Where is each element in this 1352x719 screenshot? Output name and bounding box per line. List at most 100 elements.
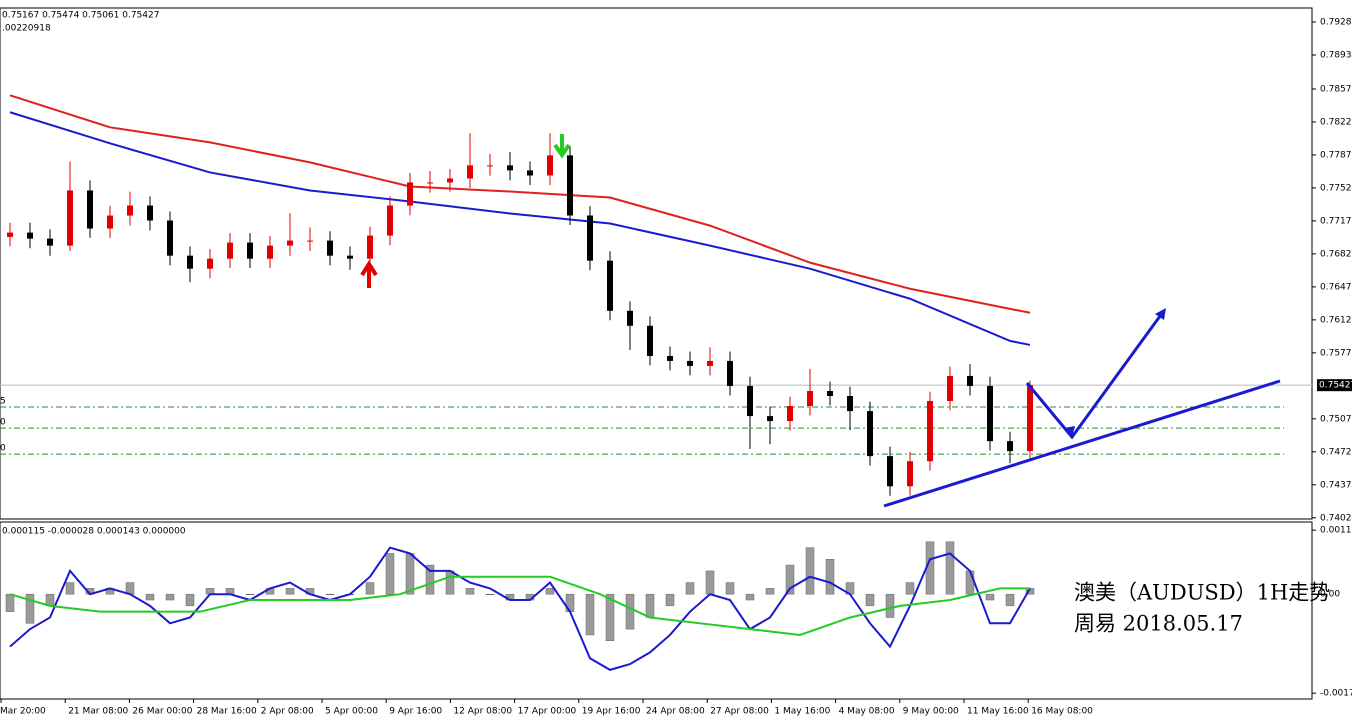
x-tick-label: Mar 20:00	[0, 707, 46, 717]
buy-arrow	[360, 260, 378, 288]
macd-bar	[885, 593, 895, 618]
candle-body	[227, 242, 233, 259]
candle-body	[667, 355, 673, 361]
candle-body	[447, 178, 453, 183]
x-tick-label: 9 Apr 16:00	[389, 707, 442, 717]
candle-body	[1027, 385, 1033, 452]
x-tick-label: 11 May 16:00	[967, 707, 1029, 717]
macd-bar	[385, 553, 395, 595]
candle-body	[847, 396, 853, 412]
trend-line	[883, 379, 1281, 508]
x-tick-label: 24 Apr 08:00	[646, 707, 705, 717]
x-tick-label: 17 Apr 00:00	[518, 707, 577, 717]
macd-bar	[905, 582, 915, 595]
macd-bar	[185, 593, 195, 607]
x-tick-label: 9 May 00:00	[903, 707, 959, 717]
sell-arrow	[553, 134, 571, 159]
candle-body	[1007, 441, 1013, 452]
candle-body	[347, 255, 353, 259]
moving-average	[9, 111, 1031, 346]
macd-bar	[145, 593, 155, 601]
macd-header: 0.000115 -0.000028 0.000143 0.000000	[2, 527, 186, 537]
fib-label: 0	[0, 444, 6, 454]
macd-bar	[465, 588, 475, 595]
candle-body	[567, 155, 573, 216]
macd-bar	[5, 593, 15, 612]
macd-bar	[445, 570, 455, 595]
main-frame	[0, 7, 1313, 520]
macd-bar	[825, 559, 835, 595]
macd-frame	[0, 521, 1313, 700]
candle-body	[107, 215, 113, 229]
candle-body	[947, 375, 953, 402]
macd-bar	[665, 593, 675, 607]
candle-body	[727, 360, 733, 387]
macd-line	[9, 546, 1031, 671]
macd-bar	[245, 593, 255, 595]
macd-bar	[725, 582, 735, 595]
candle-body	[187, 255, 193, 269]
macd-bar	[545, 588, 555, 595]
x-tick-label: 19 Apr 16:00	[582, 707, 641, 717]
candle-body	[367, 235, 373, 259]
annotation: 澳美（AUDUSD）1H走势	[1074, 581, 1330, 605]
candle-body	[627, 310, 633, 326]
candle-body	[927, 401, 933, 462]
macd-bar	[945, 541, 955, 595]
candle-body	[547, 155, 553, 176]
macd-line	[9, 575, 1030, 636]
x-tick-label: 27 Apr 08:00	[710, 707, 769, 717]
candle-body	[587, 215, 593, 261]
candle-body	[887, 456, 893, 487]
candle-body	[747, 386, 753, 417]
macd-bar	[325, 593, 335, 595]
y-tick-label: 0.00	[1320, 590, 1340, 600]
macd-bar	[25, 593, 35, 624]
candle-body	[967, 375, 973, 387]
candle-body	[707, 360, 713, 366]
candle-body	[527, 170, 533, 176]
x-tick-label: 26 Mar 00:00	[132, 707, 192, 717]
macd-bar	[605, 593, 615, 642]
candle-body	[427, 182, 433, 184]
macd-bar	[365, 582, 375, 595]
candle-body	[867, 411, 873, 457]
candle-body	[647, 325, 653, 356]
y-tick-label: -0.00170	[1320, 689, 1352, 699]
fib-label: 0	[0, 418, 6, 428]
candle-body	[307, 240, 313, 242]
macd-bar	[65, 582, 75, 595]
macd-bar	[745, 593, 755, 601]
candle-body	[207, 258, 213, 269]
macd-bar	[765, 588, 775, 595]
x-tick-label: 2 Apr 08:00	[261, 707, 314, 717]
x-tick-label: 4 May 08:00	[839, 707, 895, 717]
macd-bar	[685, 582, 695, 595]
candle-body	[467, 165, 473, 179]
macd-bar	[805, 547, 815, 595]
ohlc-header: 0.75167 0.75474 0.75061 0.75427	[2, 11, 159, 21]
macd-bar	[285, 588, 295, 595]
macd-bar	[405, 553, 415, 595]
macd-bar	[965, 570, 975, 595]
candle-body	[767, 416, 773, 422]
candle-body	[87, 190, 93, 229]
candle-body	[267, 245, 273, 259]
macd-bar	[985, 593, 995, 601]
candle-body	[807, 391, 813, 406]
candle-body	[387, 205, 393, 236]
candle-body	[907, 461, 913, 487]
